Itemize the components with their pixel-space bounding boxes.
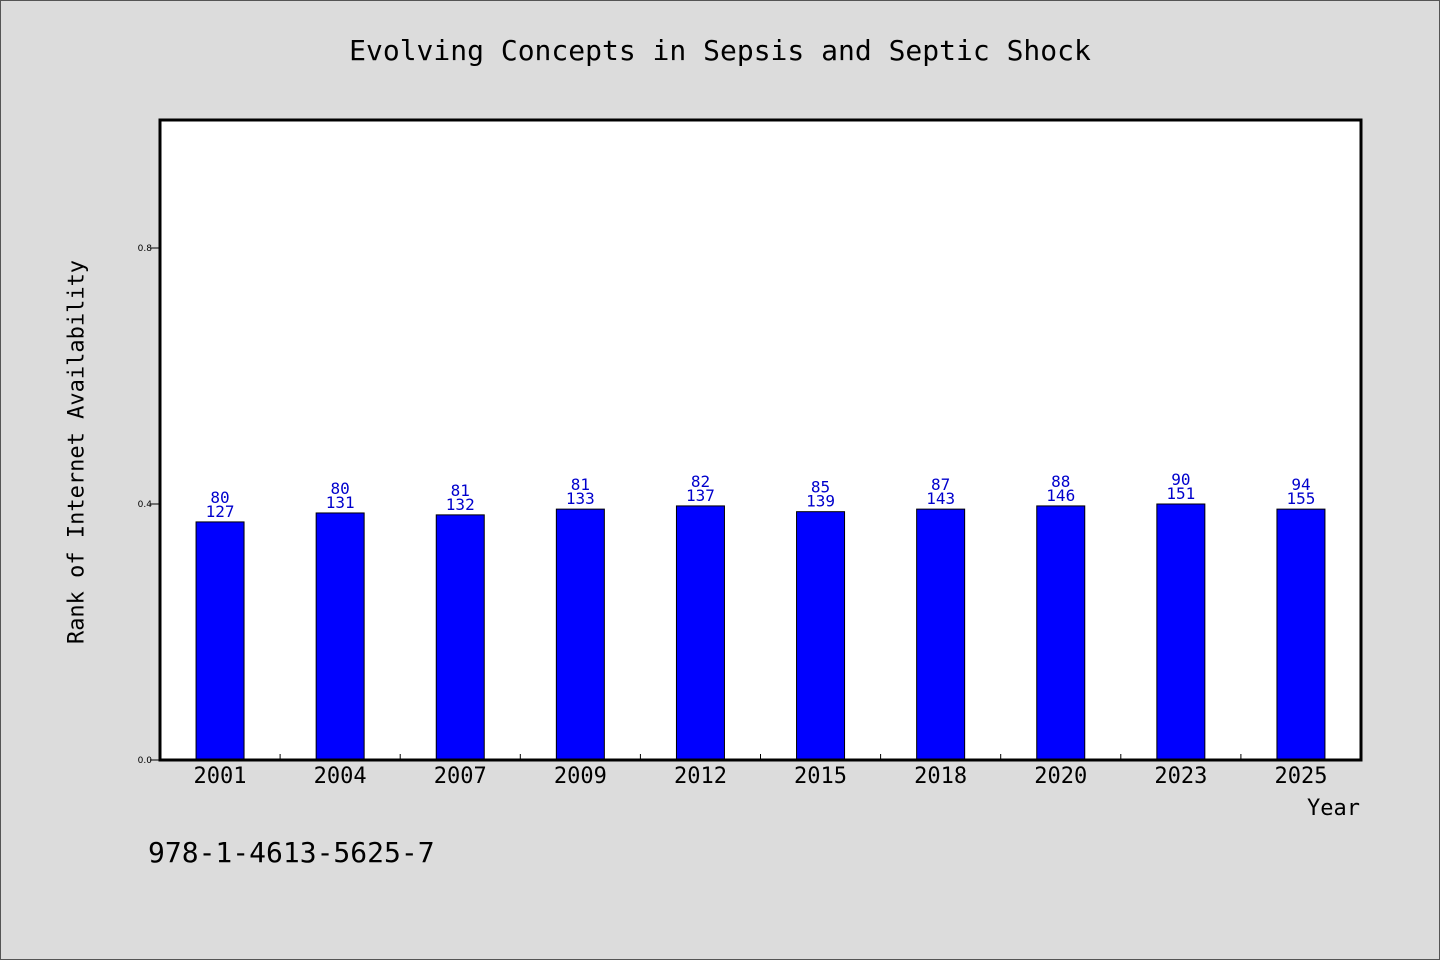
bar [675,505,725,761]
x-tick-label: 2009 [554,764,607,789]
bar-annotation-bottom: 139 [806,492,835,511]
isbn-label: 978-1-4613-5625-7 [148,836,435,869]
bar [435,514,485,761]
y-tick-label: 0.4 [138,500,153,510]
bar-annotation-bottom: 127 [206,502,235,521]
plot-frame [158,118,1363,762]
bar-annotation-bottom: 132 [446,495,475,514]
x-tick-label: 2012 [674,764,727,789]
bar-annotation-top: 81 [451,481,470,500]
bar-annotation-bottom: 143 [926,489,955,508]
bar-annotation-bottom: 131 [326,493,355,512]
y-tick-label: 0.0 [138,756,153,766]
bar [1036,505,1086,761]
bar [1276,508,1326,761]
bar-annotation-top: 80 [331,479,350,498]
x-tick-label: 2018 [914,764,967,789]
bar-annotation-bottom: 155 [1286,489,1315,508]
bar-annotation-top: 82 [691,472,710,491]
x-tick-label: 2025 [1274,764,1327,789]
bar [796,511,846,761]
bar-annotation-top: 85 [811,478,830,497]
x-axis-label: Year [1307,796,1360,821]
bar-annotation-bottom: 137 [686,486,715,505]
bar [916,508,966,761]
bar-annotation-top: 90 [1171,470,1190,489]
bar-annotation-top: 87 [931,475,950,494]
bar-annotation-top: 94 [1291,475,1310,494]
x-tick-label: 2015 [794,764,847,789]
x-tick-label: 2004 [314,764,367,789]
x-tick-label: 2001 [194,764,247,789]
x-tick-label: 2023 [1154,764,1207,789]
bar [195,521,245,761]
bar-annotation-top: 88 [1051,472,1070,491]
bar-annotation-top: 81 [571,475,590,494]
chart-title: Evolving Concepts in Sepsis and Septic S… [349,34,1091,67]
bar [1156,503,1206,761]
x-tick-label: 2007 [434,764,487,789]
bar [555,508,605,761]
x-tick-label: 2020 [1034,764,1087,789]
bar-annotation-bottom: 146 [1046,486,1075,505]
bar-annotation-bottom: 133 [566,489,595,508]
bar-annotation-top: 80 [210,488,229,507]
bar-annotation-bottom: 151 [1166,484,1195,503]
bar [315,512,365,761]
y-tick-label: 0.8 [138,244,153,254]
